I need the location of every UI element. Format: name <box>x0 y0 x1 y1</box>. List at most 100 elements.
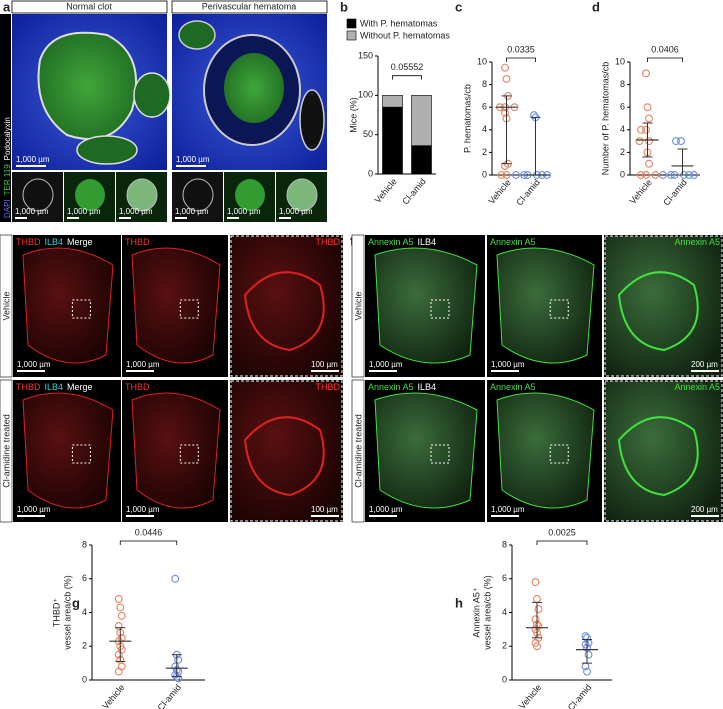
data-point <box>645 159 653 168</box>
data-point <box>114 622 123 630</box>
p-value: 0.05552 <box>391 62 424 72</box>
stain-legend: THBD ILB4 Merge <box>16 237 93 247</box>
panel-label: d <box>592 0 600 14</box>
stain-legend: Annexin A5 <box>490 237 536 247</box>
zoom-box <box>549 299 569 319</box>
x-tick-label: Cl-amid <box>661 177 689 207</box>
zoom-box <box>179 299 199 319</box>
stain-legend: Annexin A5 ILB4 <box>368 237 436 247</box>
stain-legend: THBD ILB4 Merge <box>16 382 93 392</box>
stain-legend: THBD <box>316 382 341 392</box>
y-tick-label: 2 <box>482 147 487 157</box>
zoom-box <box>430 444 450 464</box>
scale-label: 1,000 µm <box>491 360 525 369</box>
y-tick-label: 8 <box>502 539 507 549</box>
data-point <box>645 114 653 123</box>
data-point <box>690 171 698 179</box>
x-tick-label: Cl-amid <box>566 682 594 709</box>
significance-bracket <box>647 57 683 62</box>
zoom-box <box>549 444 569 464</box>
y-axis-label: vessel area/cb (%) <box>482 575 492 650</box>
stain-legend: THBD <box>125 382 150 392</box>
data-point <box>501 63 509 72</box>
data-point <box>497 171 506 179</box>
tissue <box>131 392 221 509</box>
y-tick-label: 2 <box>82 641 87 651</box>
y-tick-label: 6 <box>502 573 507 583</box>
tissue <box>496 247 595 364</box>
scale-label: 100 µm <box>311 505 338 514</box>
stain-name: THBD <box>125 237 150 247</box>
significance-bracket <box>536 540 588 545</box>
y-tick-label: 150 <box>358 50 373 60</box>
scale-label: 1,000 µm <box>67 207 101 216</box>
vessel <box>178 20 216 50</box>
significance-bracket <box>119 540 178 545</box>
data-point <box>530 111 538 120</box>
y-axis-label: Mice (%) <box>348 97 358 133</box>
data-point <box>117 611 126 620</box>
y-tick-label: 8 <box>620 79 625 89</box>
data-point <box>512 171 520 179</box>
y-tick-label: 50 <box>363 129 373 139</box>
data-point <box>642 171 650 179</box>
data-point <box>643 103 652 112</box>
y-tick-label: 4 <box>620 124 625 134</box>
data-point <box>117 662 126 671</box>
y-tick-label: 100 <box>358 90 373 100</box>
p-value: 0.0025 <box>548 527 576 537</box>
stain-name: Annexin A5 <box>368 382 414 392</box>
p-value: 0.0406 <box>651 44 679 54</box>
x-tick-label: Cl-amid <box>400 176 428 206</box>
thumbnail-clot <box>22 178 54 212</box>
vessel <box>76 135 138 165</box>
panel-header: Perivascular hematoma <box>202 1 297 11</box>
scale-label: 1,000 µm <box>126 505 160 514</box>
stain-name: THBD <box>16 237 41 247</box>
thumbnail-clot <box>182 178 214 212</box>
stain-legend: DAPI TER 119 Podocalyxin <box>3 117 12 218</box>
vessel-outline <box>243 416 325 497</box>
zoom-frame <box>604 235 723 377</box>
data-point <box>531 615 540 624</box>
bar-segment <box>411 95 432 146</box>
data-point <box>677 137 685 146</box>
legend-swatch <box>346 18 357 29</box>
y-tick-label: 4 <box>82 607 87 617</box>
data-point <box>533 642 541 651</box>
stain-name: TER 119 <box>3 164 12 196</box>
data-point <box>667 171 675 179</box>
data-point <box>583 667 591 676</box>
bar-segment <box>382 106 403 175</box>
scale-label: 1,000 µm <box>175 207 209 216</box>
data-point <box>642 125 650 134</box>
x-tick-label: Vehicle <box>373 176 399 205</box>
tissue <box>496 392 595 509</box>
data-point <box>531 578 540 587</box>
stain-name: DAPI <box>3 199 12 218</box>
thumbnail <box>172 172 223 222</box>
y-tick-label: 0 <box>620 169 625 179</box>
clot <box>37 31 138 141</box>
row-strip <box>0 234 13 378</box>
stain-legend: THBD <box>125 237 150 247</box>
scale-label: 200 µm <box>691 505 718 514</box>
stain-name: Annexin A5 <box>490 237 536 247</box>
x-tick-label: Cl-amid <box>514 177 542 207</box>
row-strip <box>351 379 365 523</box>
thumbnail <box>12 172 63 222</box>
tissue <box>374 247 478 364</box>
scale-label: 1,000 µm <box>279 207 313 216</box>
stain-name: Annexin A5 <box>490 382 536 392</box>
data-point <box>114 595 123 603</box>
data-point <box>659 171 667 179</box>
tissue <box>131 247 221 364</box>
stain-name: THBD <box>316 382 341 392</box>
thumbnail-clot <box>126 178 158 212</box>
scale-label: 1,000 µm <box>227 207 261 216</box>
y-tick-label: 10 <box>615 56 625 66</box>
thumbnail-clot <box>75 179 105 211</box>
stain-legend: THBD <box>316 237 341 247</box>
vessel <box>299 89 325 151</box>
